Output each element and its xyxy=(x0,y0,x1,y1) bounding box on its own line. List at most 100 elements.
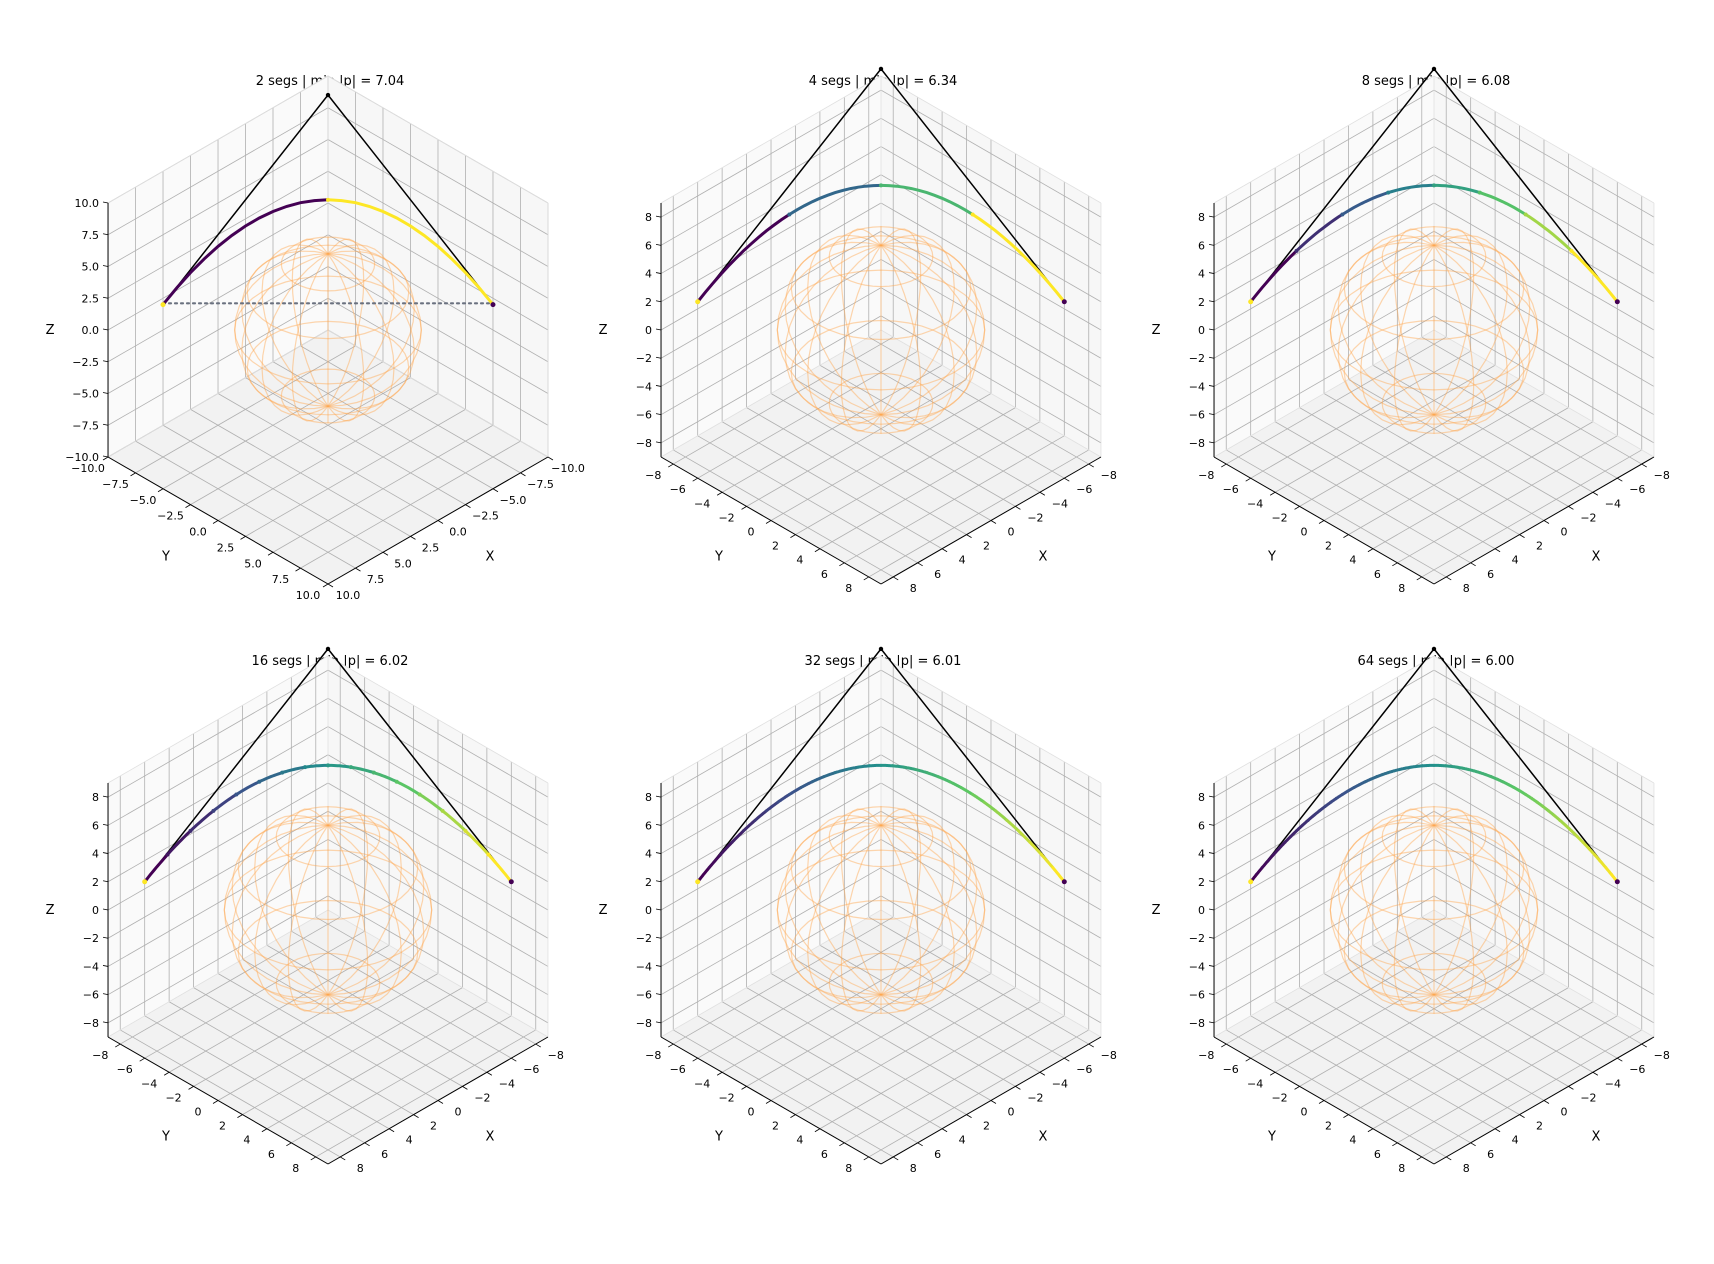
x-tick-label: 2 xyxy=(1536,540,1543,553)
gridline xyxy=(107,669,329,798)
x-tick-label: 7.5 xyxy=(367,573,385,586)
x-tick xyxy=(388,1128,395,1133)
y-tick-label: −2 xyxy=(165,1091,181,1104)
curve-segment xyxy=(1604,866,1614,877)
pane-edge xyxy=(327,75,549,204)
x-tick xyxy=(990,520,997,524)
z-tick-label: 0 xyxy=(645,904,652,917)
x-tick xyxy=(382,551,389,556)
sphere-meridian xyxy=(807,814,955,1006)
segment-knot xyxy=(417,792,422,797)
curve-segment xyxy=(1524,213,1573,253)
x-axis-label: X xyxy=(1039,1130,1048,1145)
x-tick-label: −8 xyxy=(1654,1049,1670,1062)
sphere-latitude xyxy=(1343,319,1525,425)
x-tick-label: −8 xyxy=(1101,469,1117,482)
y-tick xyxy=(1367,1128,1374,1133)
gridline xyxy=(1433,895,1655,1024)
x-tick xyxy=(1568,1086,1574,1090)
curve-segment xyxy=(1570,249,1619,304)
z-axis-label: Z xyxy=(1152,903,1161,918)
gridline xyxy=(193,959,414,1087)
z-tick xyxy=(655,880,662,883)
sphere-meridian xyxy=(254,814,402,1006)
gridline xyxy=(1213,89,1435,218)
x-tick xyxy=(465,504,471,508)
z-tick xyxy=(102,908,109,911)
gridline xyxy=(660,315,882,444)
gridline xyxy=(1213,259,1435,387)
z-tick xyxy=(1208,993,1215,996)
y-tick-label: 2 xyxy=(1325,540,1332,553)
gridline xyxy=(1348,987,1569,1115)
z-tick xyxy=(655,385,662,387)
x-tick xyxy=(1568,506,1574,510)
z-tick-label: −6 xyxy=(83,989,99,1002)
sphere-meridian xyxy=(287,808,369,1012)
curve-segment xyxy=(326,763,353,769)
y-tick xyxy=(1343,534,1349,538)
gridline xyxy=(880,867,1102,996)
curve-endpoint xyxy=(142,879,148,885)
y-tick-label: −8 xyxy=(645,1049,661,1062)
z-tick-label: 0 xyxy=(1198,324,1205,337)
y-tick-label: −6 xyxy=(670,1063,686,1076)
segment-knot xyxy=(1523,212,1528,217)
z-tick xyxy=(102,795,109,798)
gridline xyxy=(1433,726,1655,854)
gridline xyxy=(721,944,943,1073)
gridline xyxy=(880,89,1102,218)
plot-3d: −8 −6 −4 −2 0 2 4 6 8 −8 −6 −4 −2 0 2 4 6 8 −8 −6 −4 −2 0 2 4 6 8 X… xyxy=(1152,646,1670,1175)
x-tick xyxy=(1641,463,1647,468)
gridline xyxy=(327,810,549,939)
subplot-16-segs: 16 segs | min |p| = 6.02 −8−6−4−202468−8… xyxy=(46,580,610,1175)
y-tick xyxy=(1416,1156,1422,1161)
z-axis-label: Z xyxy=(46,903,55,918)
x-tick-label: 6 xyxy=(381,1148,388,1161)
gridline xyxy=(300,440,521,569)
y-tick xyxy=(157,488,164,493)
x-tick xyxy=(917,562,923,567)
pane-edge xyxy=(1433,655,1655,784)
gridline xyxy=(1433,230,1655,359)
gridline xyxy=(1433,146,1655,274)
x-tick xyxy=(990,1100,997,1104)
pane-edge xyxy=(1213,329,1435,458)
y-tick xyxy=(1392,562,1398,567)
sphere-meridian xyxy=(840,228,922,432)
gridline xyxy=(144,930,365,1059)
x-tick-label: 6 xyxy=(1487,1148,1494,1161)
z-axis-label: Z xyxy=(599,323,608,338)
sphere-meridian xyxy=(1393,228,1475,432)
sphere-meridian xyxy=(241,250,415,410)
z-tick xyxy=(655,852,662,854)
y-tick xyxy=(267,551,274,556)
gridline xyxy=(880,259,1102,387)
sphere-meridian xyxy=(287,808,369,1012)
curve-segment xyxy=(257,771,284,784)
gridline xyxy=(660,810,882,939)
x-tick-label: 8 xyxy=(1463,582,1470,595)
y-tick xyxy=(1416,576,1422,581)
sphere-latitude xyxy=(776,269,986,391)
y-tick-label: −2 xyxy=(1271,1091,1287,1104)
x-tick-label: 4 xyxy=(1512,554,1519,567)
gridline xyxy=(1213,174,1435,303)
x-tick-label: 8 xyxy=(910,1162,917,1175)
gridline xyxy=(1421,449,1642,578)
x-tick-label: −6 xyxy=(523,1063,539,1076)
x-tick-label: 4 xyxy=(959,1134,966,1147)
y-tick xyxy=(163,1071,170,1076)
y-tick xyxy=(1245,1057,1251,1062)
gridline xyxy=(1433,782,1655,911)
curve-segment xyxy=(1386,183,1436,195)
gridline xyxy=(1213,810,1435,939)
z-tick-label: 8 xyxy=(1198,211,1205,224)
gridline xyxy=(107,297,329,426)
y-tick xyxy=(1318,520,1325,524)
gridline xyxy=(1433,315,1655,444)
gridline xyxy=(819,1001,1041,1130)
z-tick-label: −8 xyxy=(83,1017,99,1030)
curve-endpoint xyxy=(1248,879,1254,885)
sphere-meridian xyxy=(291,238,365,422)
